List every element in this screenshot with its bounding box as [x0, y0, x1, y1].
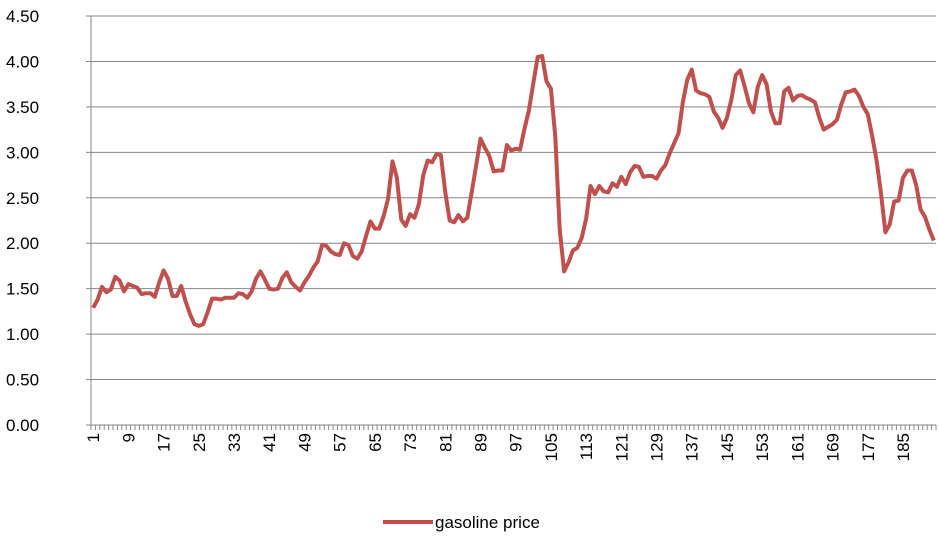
- x-tick-label: 89: [471, 433, 490, 452]
- x-tick-label: 113: [577, 433, 596, 460]
- x-tick-label: 81: [436, 433, 455, 452]
- y-tick-label: 0.00: [6, 416, 39, 435]
- y-tick-label: 1.00: [6, 325, 39, 344]
- x-tick-label: 41: [260, 433, 279, 452]
- x-tick-label: 49: [295, 433, 314, 452]
- x-tick-label: 25: [190, 433, 209, 452]
- x-tick-label: 161: [788, 433, 807, 461]
- x-tick-label: 169: [824, 433, 843, 461]
- y-tick-label: 4.50: [6, 7, 39, 26]
- legend-label: gasoline price: [435, 513, 540, 532]
- y-tick-label: 4.00: [6, 52, 39, 71]
- y-tick-label: 2.50: [6, 189, 39, 208]
- y-tick-label: 3.00: [6, 143, 39, 162]
- x-tick-label: 33: [225, 433, 244, 452]
- x-tick-label: 97: [507, 433, 526, 452]
- x-tick-label: 1: [84, 433, 103, 442]
- x-tick-label: 57: [331, 433, 350, 452]
- x-tick-label: 137: [683, 433, 702, 461]
- y-tick-label: 0.50: [6, 371, 39, 390]
- y-tick-label: 2.00: [6, 234, 39, 253]
- y-tick-label: 1.50: [6, 280, 39, 299]
- y-tick-label: 3.50: [6, 98, 39, 117]
- data-line: [91, 53, 936, 328]
- x-tick-label: 177: [859, 433, 878, 461]
- x-tick-label: 9: [119, 433, 138, 442]
- x-tick-label: 185: [894, 433, 913, 461]
- x-tick-label: 17: [155, 433, 174, 452]
- x-tick-label: 121: [612, 433, 631, 461]
- x-tick-label: 65: [366, 433, 385, 452]
- x-tick-label: 105: [542, 433, 561, 461]
- x-tick-label: 129: [648, 433, 667, 461]
- x-tick-label: 145: [718, 433, 737, 461]
- x-tick-label: 153: [753, 433, 772, 461]
- x-tick-label: 73: [401, 433, 420, 452]
